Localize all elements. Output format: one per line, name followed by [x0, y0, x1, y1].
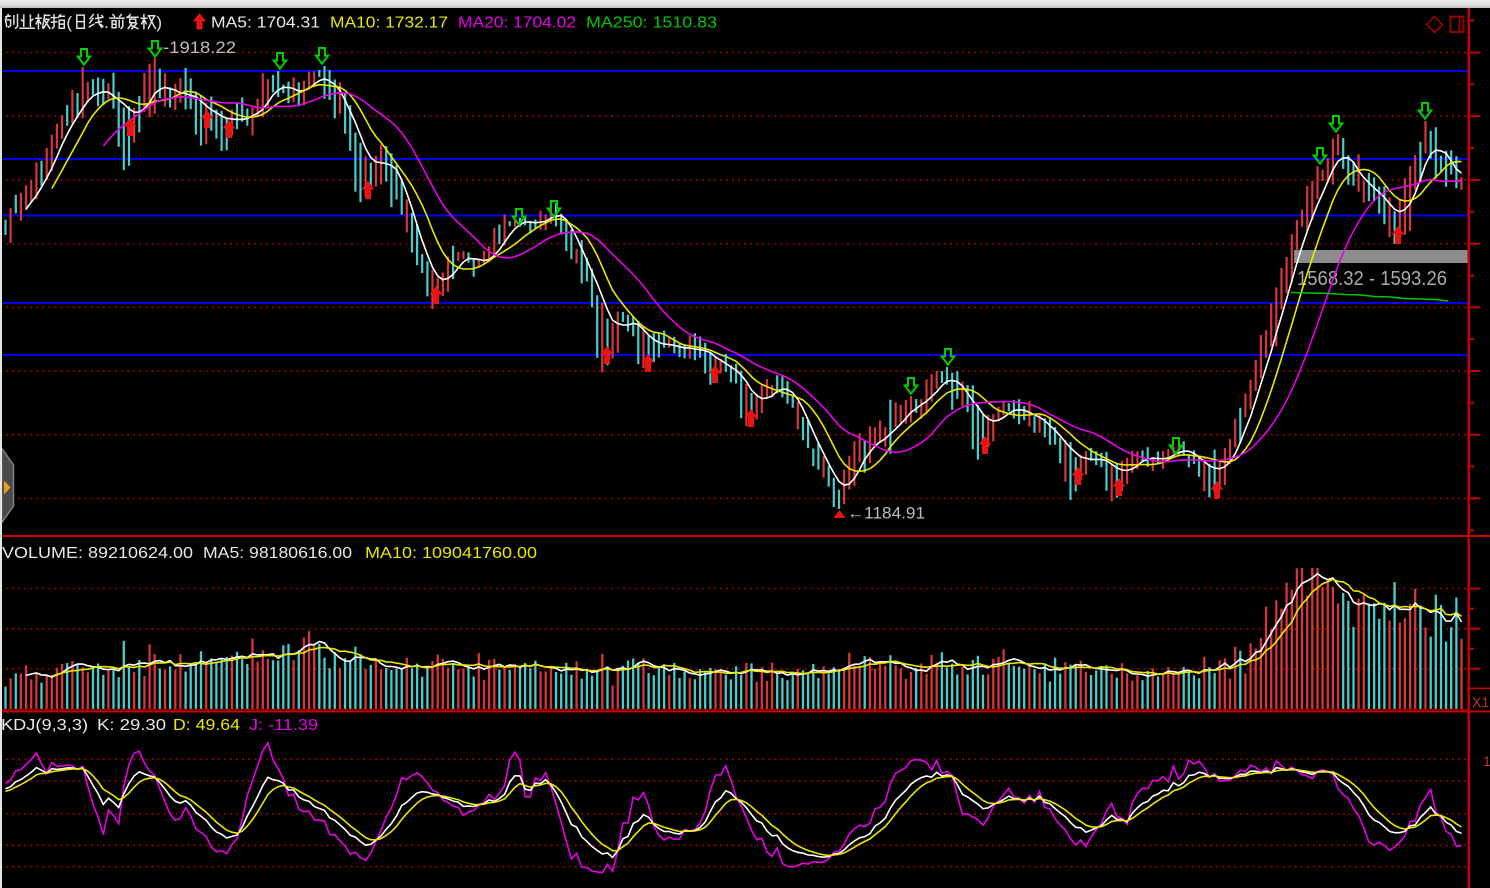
svg-text:MA20: 1704.02: MA20: 1704.02 — [458, 15, 576, 32]
svg-text:.: . — [104, 13, 109, 32]
svg-text:MA10: 1732.17: MA10: 1732.17 — [330, 15, 448, 32]
svg-text:VOLUME: 89210624.00: VOLUME: 89210624.00 — [2, 545, 193, 562]
svg-text:KDJ(9,3,3): KDJ(9,3,3) — [1, 717, 88, 734]
svg-text:MA250: 1510.83: MA250: 1510.83 — [586, 15, 717, 32]
svg-text:MA5: 1704.31: MA5: 1704.31 — [211, 15, 320, 32]
svg-text:MA10: 109041760.00: MA10: 109041760.00 — [365, 545, 537, 562]
svg-text:X1: X1 — [1472, 694, 1489, 710]
svg-text:(: ( — [66, 13, 72, 32]
svg-text:D: 49.64: D: 49.64 — [173, 717, 240, 734]
svg-text:-1918.22: -1918.22 — [163, 39, 236, 57]
svg-text:): ) — [156, 13, 162, 32]
svg-text:K: 29.30: K: 29.30 — [97, 717, 166, 734]
svg-text:MA5: 98180616.00: MA5: 98180616.00 — [203, 545, 352, 562]
svg-text:←1184.91: ←1184.91 — [847, 505, 925, 523]
svg-text:1: 1 — [1483, 753, 1490, 769]
svg-text:1568.32 - 1593.26: 1568.32 - 1593.26 — [1297, 268, 1447, 290]
svg-text:J: -11.39: J: -11.39 — [249, 717, 318, 734]
